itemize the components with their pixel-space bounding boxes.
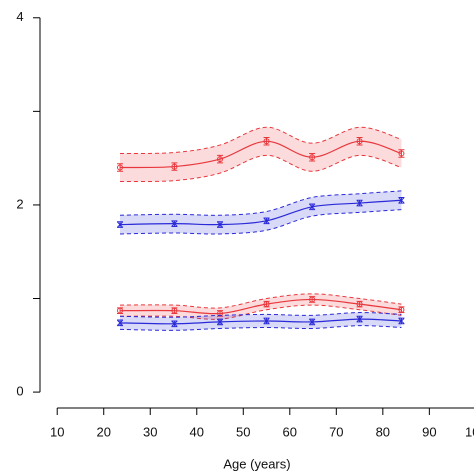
point — [171, 320, 178, 327]
x-axis-label: Age (years) — [223, 456, 290, 471]
point — [171, 163, 178, 170]
x-tick-label: 30 — [143, 424, 157, 439]
point — [356, 138, 363, 145]
band-lower — [120, 154, 402, 183]
x-tick-label: 40 — [190, 424, 204, 439]
x-tick-label: 90 — [422, 424, 436, 439]
point — [356, 200, 363, 206]
band-upper — [120, 293, 402, 309]
x-tick-label: 70 — [329, 424, 343, 439]
point — [309, 154, 316, 161]
y-tick-label: 2 — [16, 196, 23, 211]
point — [117, 164, 124, 171]
x-tick-label: 100 — [465, 424, 474, 439]
point — [171, 307, 178, 314]
x-tick-label: 80 — [376, 424, 390, 439]
y-tick-label: 4 — [16, 9, 23, 24]
point — [398, 150, 405, 157]
confidence-band — [120, 190, 402, 235]
point — [117, 221, 123, 228]
point — [398, 306, 405, 313]
point — [356, 301, 363, 308]
point — [263, 301, 270, 308]
y-tick-label: 0 — [16, 384, 23, 399]
x-tick-label: 10 — [50, 424, 64, 439]
point — [356, 316, 363, 322]
point — [309, 203, 315, 210]
x-tick-label: 60 — [283, 424, 297, 439]
x-tick-label: 50 — [236, 424, 250, 439]
point — [263, 217, 270, 224]
band-lower — [120, 325, 402, 331]
point — [398, 318, 405, 324]
band-lower — [120, 304, 402, 320]
point — [117, 307, 124, 314]
point — [263, 318, 270, 324]
band-upper — [120, 126, 402, 154]
point — [309, 319, 315, 325]
point — [217, 221, 223, 228]
point — [398, 197, 405, 204]
point — [309, 296, 316, 303]
point — [217, 319, 223, 325]
confidence-band — [120, 127, 402, 182]
point — [217, 310, 224, 317]
point — [117, 319, 123, 326]
point — [171, 220, 178, 227]
x-tick-label: 20 — [96, 424, 110, 439]
point — [217, 156, 224, 163]
band-upper — [120, 312, 402, 318]
point — [263, 138, 270, 145]
